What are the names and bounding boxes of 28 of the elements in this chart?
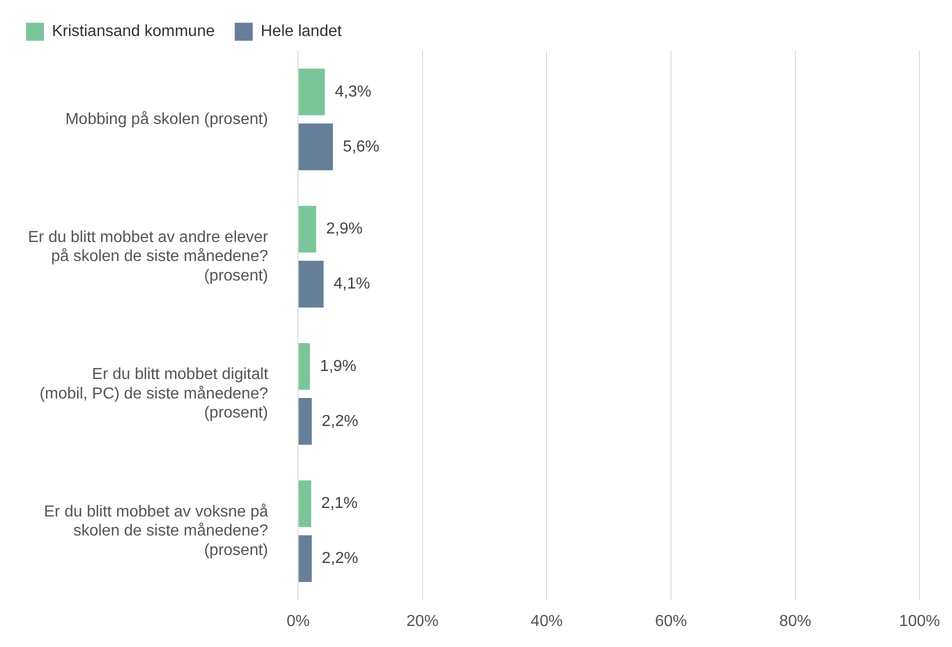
bar — [298, 343, 310, 390]
bar — [298, 398, 312, 445]
data-label: 2,1% — [321, 495, 358, 512]
bar — [298, 260, 324, 308]
y-tick-label: Mobbing på skolen (prosent) — [65, 110, 268, 128]
data-label: 2,2% — [322, 550, 358, 568]
bar — [298, 535, 312, 582]
x-tick-label: 40% — [530, 612, 563, 630]
x-tick-label: 80% — [779, 612, 812, 630]
data-label: 2,9% — [326, 220, 363, 238]
data-label: 2,2% — [322, 412, 358, 430]
bar — [298, 206, 316, 253]
data-label: 5,6% — [342, 138, 380, 156]
y-tick-label: Er du blitt mobbet av andre elever på skolen de siste månedene? (prosent) — [28, 228, 269, 284]
data-label: 1,9% — [320, 358, 356, 375]
data-label: 4,1% — [334, 276, 370, 293]
y-tick-label: Er du blitt mobbet digitalt (mobil, PC) de siste månedene? (prosent) — [40, 366, 269, 422]
bar — [298, 480, 312, 528]
data-label: 4,3% — [334, 83, 372, 100]
bar — [298, 124, 333, 170]
x-tick-label: 0% — [286, 612, 310, 630]
legend-label: Kristiansand kommune — [52, 23, 215, 40]
x-tick-label: 100% — [899, 612, 940, 630]
bar — [298, 68, 325, 116]
legend-label: Hele landet — [260, 23, 342, 40]
x-tick-label: 20% — [406, 612, 438, 630]
x-tick-label: 60% — [654, 612, 687, 630]
y-tick-label: Er du blitt mobbet av voksne på skolen de siste månedene? (prosent) — [44, 503, 268, 559]
